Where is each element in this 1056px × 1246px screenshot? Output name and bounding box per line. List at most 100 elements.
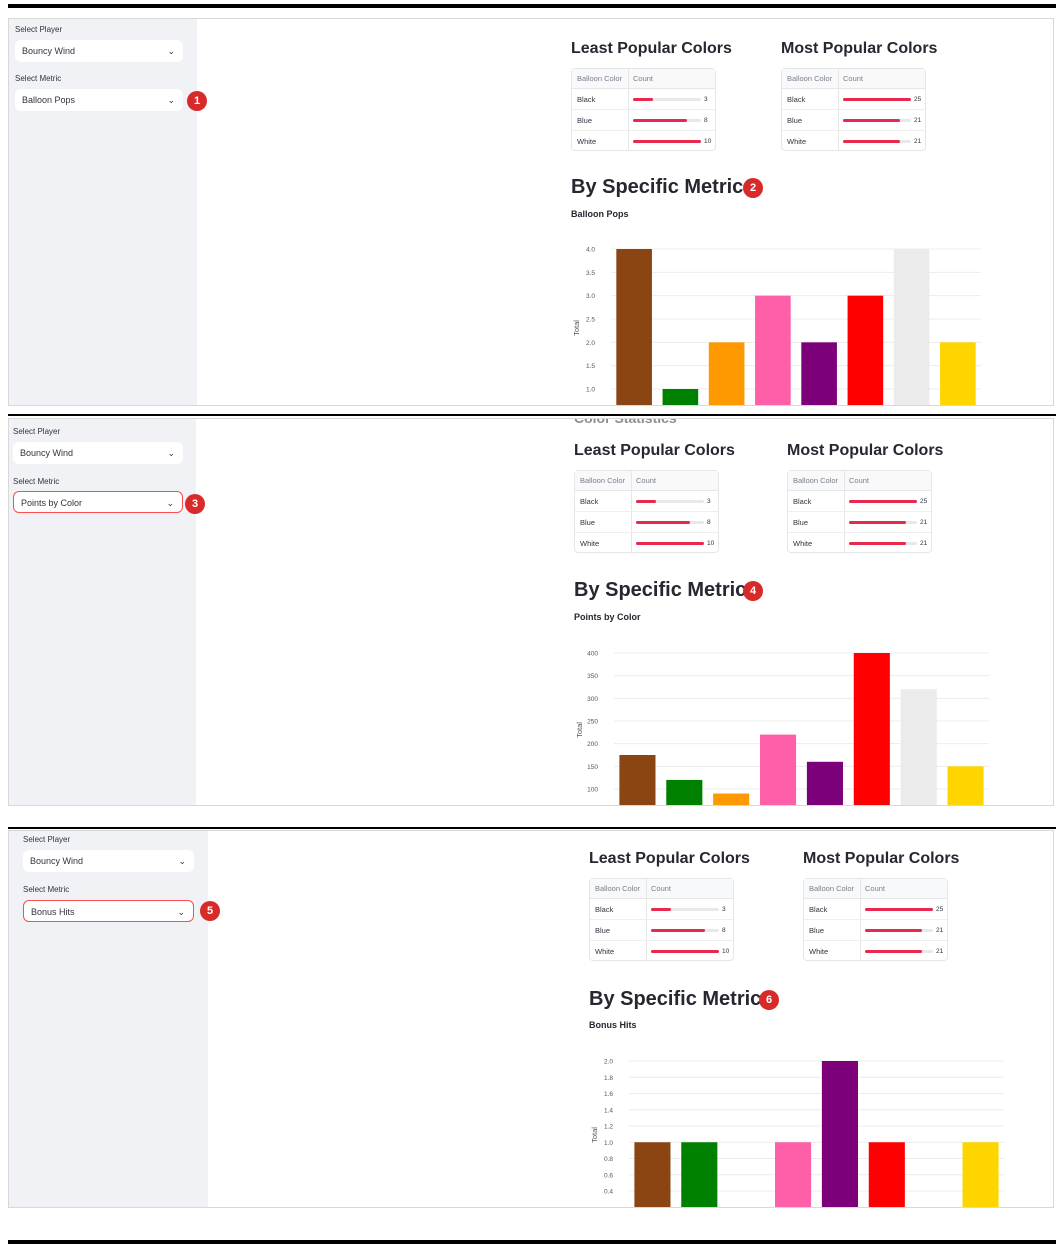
table-row: Black 3 [572,89,715,110]
count-bar-track [651,950,719,953]
cell-color: Blue [809,926,825,935]
player-select[interactable]: Bouncy Wind ⌄ [23,850,194,872]
table-row: Blue 21 [804,920,947,941]
bar [947,766,984,805]
chart-title: Bonus Hits [589,1020,637,1030]
cell-count: 21 [936,927,944,934]
count-bar-track [849,521,917,524]
metric-select[interactable]: Points by Color ⌄ [13,491,183,513]
count-bar-fill [651,908,672,911]
cell-count: 3 [707,498,711,505]
least-popular-heading: Least Popular Colors [574,442,735,459]
y-tick-label: 2.0 [586,340,595,347]
cell-count: 21 [920,540,928,547]
count-bar-fill [849,542,907,545]
count-bar-track [843,140,911,143]
callout-badge: 4 [743,581,763,601]
bar [713,793,750,805]
bar [940,342,976,405]
cell-count: 3 [704,96,708,103]
cell-count: 21 [920,519,928,526]
count-bar-track [843,119,911,122]
cell-color: White [595,947,615,956]
y-tick-label: 300 [587,696,598,703]
count-bar-fill [865,950,923,953]
cell-count: 25 [920,498,928,505]
bar [962,1142,999,1207]
select-metric-label: Select Metric [15,74,62,83]
section-heading: By Specific Metric [571,176,744,198]
y-tick-label: 1.6 [604,1091,613,1098]
cell-color: Blue [577,116,593,125]
y-tick-label: 3.5 [586,270,595,277]
metric-select-value: Bonus Hits [31,907,75,917]
count-bar-fill [843,119,901,122]
table-row: Black 3 [590,899,733,920]
player-select[interactable]: Bouncy Wind ⌄ [13,442,183,464]
player-select-value: Bouncy Wind [20,448,74,458]
count-bar-track [636,500,704,503]
bar [616,249,652,405]
y-tick-label: 1.0 [604,1140,613,1147]
cell-count: 3 [722,906,726,913]
cell-count: 10 [722,948,730,955]
table-row: Black 25 [788,491,931,512]
y-tick-label: 3.0 [586,293,595,300]
column-header-color: Balloon Color [577,74,623,83]
column-header-color: Balloon Color [793,476,839,485]
most-popular-table: Balloon Color Count Black 25 Blue 21 White 21 [787,470,932,553]
cell-count: 21 [936,948,944,955]
section-heading: By Specific Metric [574,579,747,601]
table-row: Black 25 [782,89,925,110]
table-row: White 21 [782,131,925,152]
y-tick-label: 1.0 [586,387,595,394]
table-row: Blue 21 [782,110,925,131]
column-header-count: Count [843,74,864,83]
metric-select[interactable]: Bonus Hits ⌄ [23,900,194,922]
chart-title: Balloon Pops [571,209,629,219]
column-header-color: Balloon Color [580,476,626,485]
y-tick-label: 1.2 [604,1124,613,1131]
table-row: Blue 21 [788,512,931,533]
column-header-color: Balloon Color [787,74,833,83]
most-popular-table: Balloon Color Count Black 25 Blue 21 White 21 [781,68,926,151]
bar-chart: 0.4 0.6 0.8 1.0 1.2 1.4 1.6 1.8 2.0 Total [590,1059,1004,1207]
cell-color: Black [809,905,828,914]
bar [853,653,890,805]
cell-count: 8 [722,927,726,934]
column-header-count: Count [849,476,870,485]
count-bar-fill [636,542,704,545]
bar [708,342,745,405]
player-select-value: Bouncy Wind [30,856,84,866]
screenshot-panel-points-by-color: Select Player Bouncy Wind ⌄ Select Metri… [8,418,1054,806]
table-row: Blue 8 [590,920,733,941]
y-tick-label: 1.5 [586,363,595,370]
y-axis-label: Total [572,320,581,336]
select-metric-label: Select Metric [13,477,60,486]
most-popular-heading: Most Popular Colors [803,850,960,867]
count-bar-track [636,542,704,545]
chevron-down-icon: ⌄ [166,498,174,508]
bar-chart: 100 150 200 250 300 350 400 Total [575,651,989,805]
callout-badge: 1 [187,91,207,111]
section-heading: By Specific Metric [589,988,762,1010]
separator-rule [8,1240,1056,1244]
bar [619,755,656,805]
sidebar: Select Player Bouncy Wind ⌄ Select Metri… [9,19,197,405]
count-bar-track [865,929,933,932]
y-tick-label: 150 [587,764,598,771]
count-bar-fill [865,929,923,932]
bar [847,295,884,405]
table-header: Balloon Color Count [572,69,715,89]
cell-color: Black [787,95,806,104]
player-select-value: Bouncy Wind [22,46,76,56]
chevron-down-icon: ⌄ [167,448,175,458]
metric-select[interactable]: Balloon Pops ⌄ [15,89,183,111]
count-bar-track [849,542,917,545]
select-player-label: Select Player [15,25,63,34]
player-select[interactable]: Bouncy Wind ⌄ [15,40,183,62]
chevron-down-icon: ⌄ [167,46,175,56]
cell-count: 21 [914,117,922,124]
count-bar-track [651,908,719,911]
callout-badge: 5 [200,901,220,921]
